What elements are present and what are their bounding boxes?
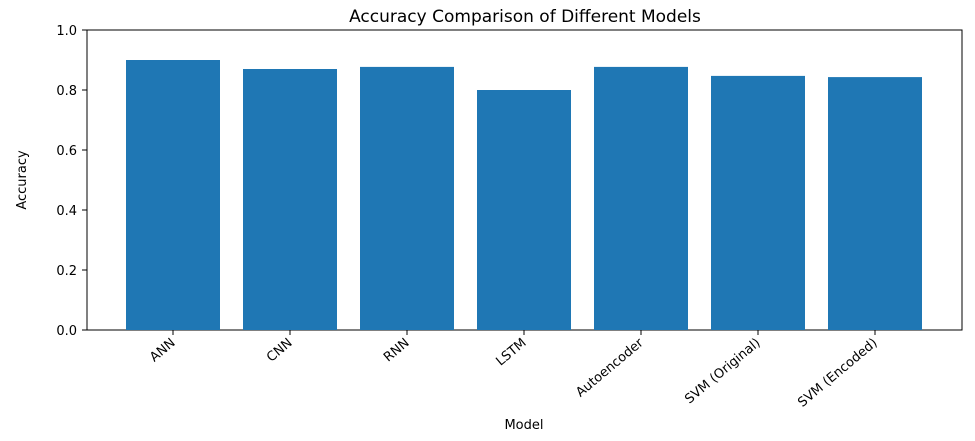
bar-lstm <box>477 90 571 330</box>
x-tick-label: SVM (Encoded) <box>795 336 880 411</box>
y-tick-label: 0.8 <box>56 84 77 99</box>
bar-cnn <box>243 69 337 330</box>
x-tick-label: Autoencoder <box>573 335 647 400</box>
bar-svm-original <box>711 75 805 331</box>
y-tick-label: 1.0 <box>56 24 77 39</box>
x-tick-label: LSTM <box>493 336 529 370</box>
bar-svm-encoded <box>828 77 922 330</box>
y-tick-label: 0.0 <box>56 324 77 339</box>
bars-group <box>126 60 922 331</box>
y-axis-label: Accuracy <box>15 150 30 210</box>
bar-autoencoder <box>594 66 688 331</box>
x-tick-label: RNN <box>381 336 412 366</box>
x-tick-label: SVM (Original) <box>682 336 763 408</box>
y-tick-label: 0.4 <box>56 204 77 219</box>
y-tick-label: 0.6 <box>56 144 77 159</box>
x-axis-label: Model <box>504 418 543 433</box>
y-axis: 0.0 0.2 0.4 0.6 0.8 1.0 <box>56 24 87 339</box>
chart-title: Accuracy Comparison of Different Models <box>349 7 701 27</box>
x-tick-label: ANN <box>147 336 178 366</box>
x-axis: ANN CNN RNN LSTM Autoencoder SVM (Original) SV… <box>147 330 881 411</box>
bar-ann <box>126 60 220 330</box>
y-tick-label: 0.2 <box>56 264 77 279</box>
bar-rnn <box>360 66 454 331</box>
x-tick-label: CNN <box>264 336 295 366</box>
